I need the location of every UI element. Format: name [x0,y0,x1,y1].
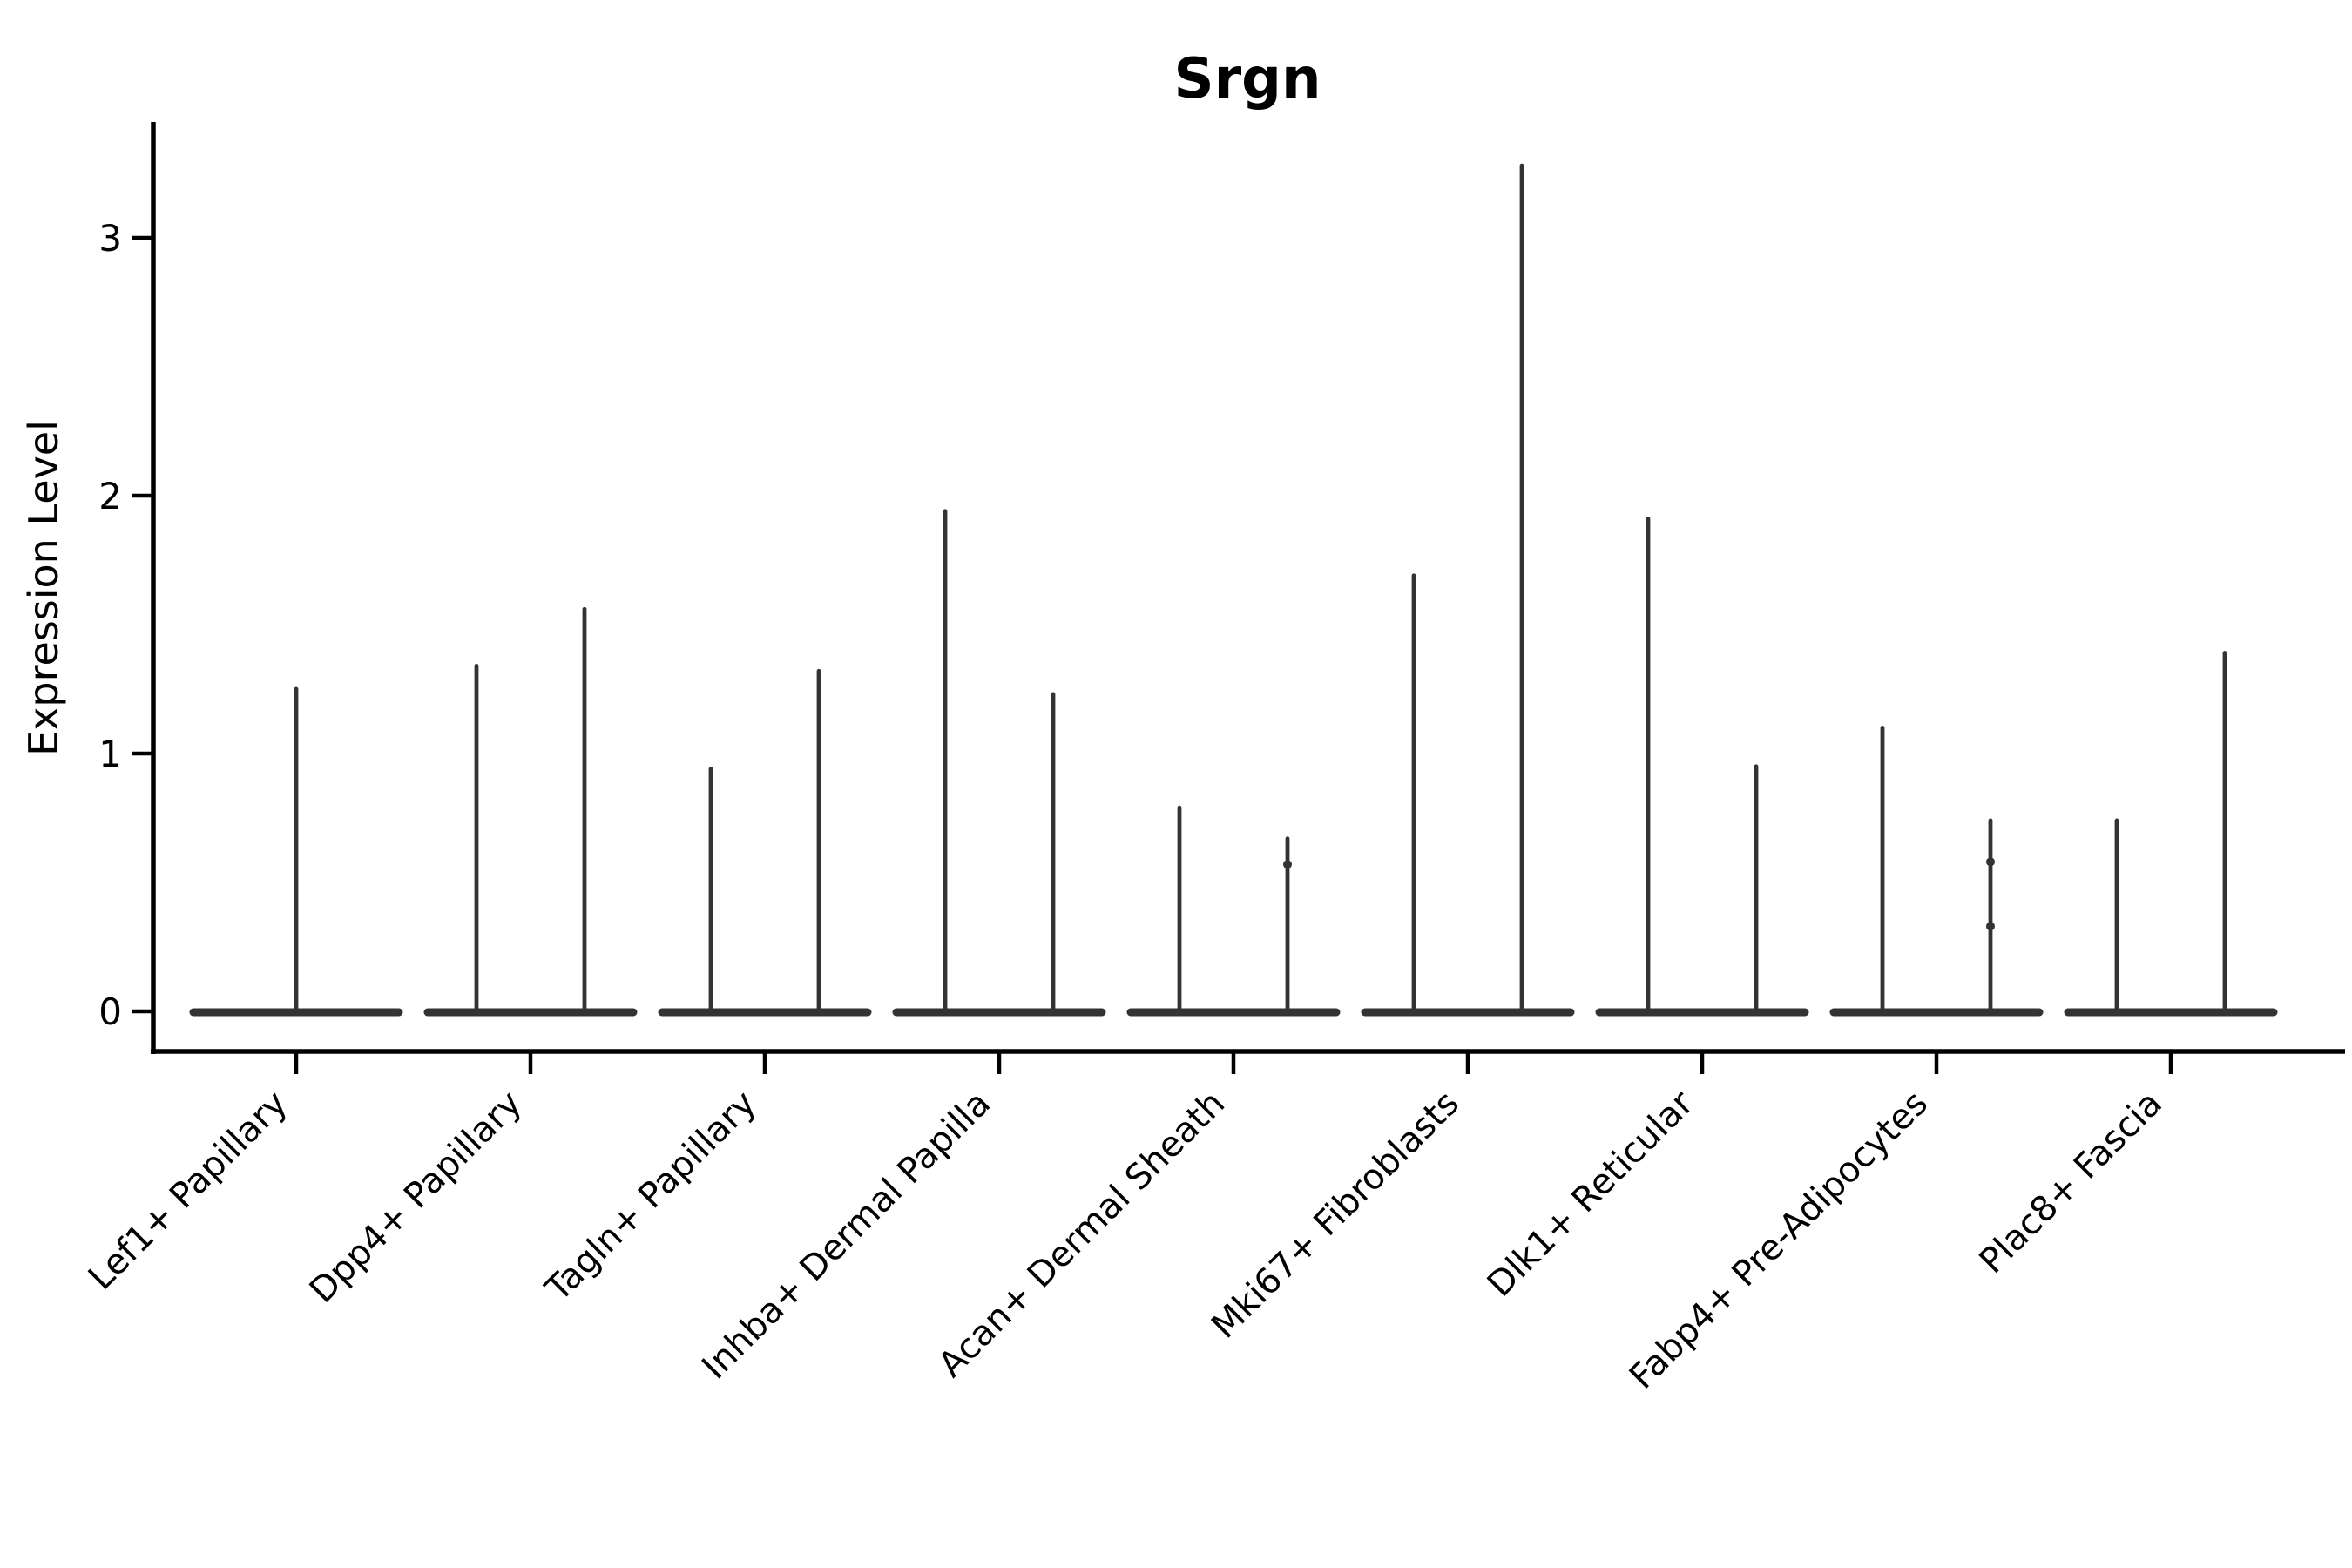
violin-dot [1283,860,1292,869]
y-tick-label: 3 [98,217,122,260]
x-tick-label: Lef1+ Papillary [81,1084,295,1298]
y-tick-label: 2 [98,475,122,517]
x-tick-label: Tagln+ Papillary [537,1084,764,1310]
y-tick-label: 0 [98,990,122,1033]
x-tick-label: Mki67+ Fibroblasts [1204,1084,1467,1347]
x-tick-label: Dpp4+ Papillary [302,1084,530,1311]
plot-area: 0 1 2 3 Lef1+ Papillary Dpp4+ Papillary Tagln+… [81,122,2345,1397]
y-tick-label: 1 [98,733,122,775]
x-tick-label: Dlk1+ Reticular [1480,1083,1702,1305]
chart-title: Srgn [1173,47,1321,112]
violin-dot [1986,922,1995,931]
violin-dot [1986,857,1995,867]
x-tick-label: Plac8+ Fascia [1972,1084,2171,1282]
y-axis-label: Expression Level [20,420,67,756]
